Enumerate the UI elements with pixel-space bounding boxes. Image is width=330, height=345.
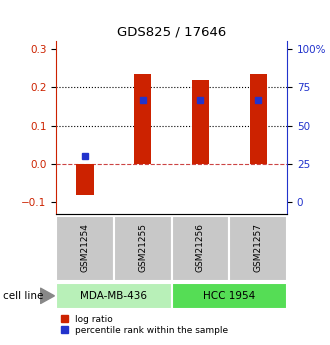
Polygon shape bbox=[41, 288, 54, 304]
Bar bbox=[192, 80, 209, 164]
Text: GSM21255: GSM21255 bbox=[138, 223, 147, 272]
Text: cell line: cell line bbox=[3, 291, 44, 301]
Bar bbox=[229, 216, 287, 281]
Text: GSM21257: GSM21257 bbox=[254, 223, 263, 272]
Bar bbox=[114, 216, 172, 281]
Bar bbox=[172, 216, 229, 281]
Text: MDA-MB-436: MDA-MB-436 bbox=[80, 291, 148, 301]
Text: HCC 1954: HCC 1954 bbox=[203, 291, 255, 301]
Text: GSM21256: GSM21256 bbox=[196, 223, 205, 272]
Bar bbox=[172, 283, 287, 309]
Title: GDS825 / 17646: GDS825 / 17646 bbox=[117, 26, 226, 39]
Bar bbox=[56, 216, 114, 281]
Bar bbox=[76, 164, 94, 195]
Legend: log ratio, percentile rank within the sample: log ratio, percentile rank within the sa… bbox=[61, 315, 228, 335]
Bar bbox=[134, 74, 151, 164]
Bar bbox=[249, 74, 267, 164]
Text: GSM21254: GSM21254 bbox=[81, 223, 89, 272]
Bar bbox=[56, 283, 172, 309]
